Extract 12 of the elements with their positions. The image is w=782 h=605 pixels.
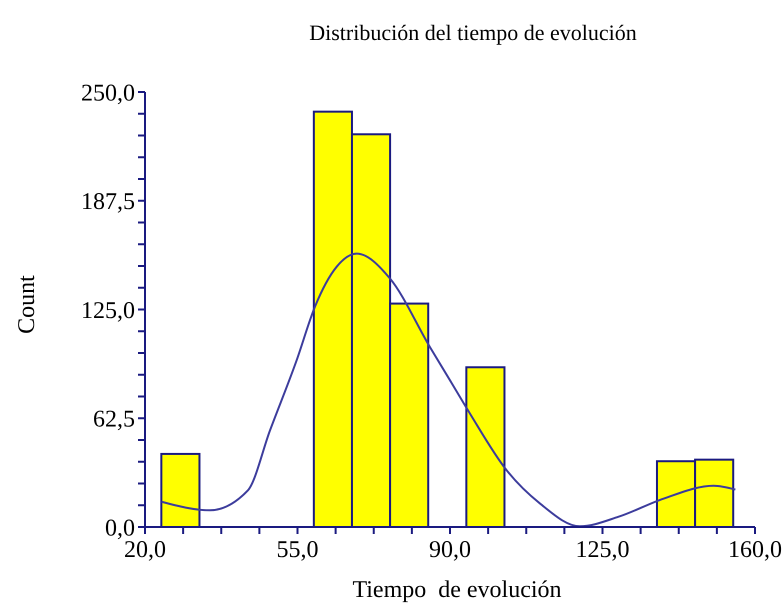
- x-tick-label: 55,0: [276, 537, 318, 563]
- x-tick-label: 160,0: [728, 537, 782, 563]
- y-axis-title: Count: [14, 274, 40, 334]
- x-axis-title: Tiempo de evolución: [352, 577, 562, 603]
- x-tick-label: 125,0: [576, 537, 630, 563]
- y-tick-label: 250,0: [81, 80, 135, 106]
- chart-title: Distribución del tiempo de evolución: [309, 20, 637, 45]
- x-tick-label: 90,0: [429, 537, 471, 563]
- line-series: [160, 252, 736, 528]
- y-tick-label: 187,5: [81, 189, 135, 216]
- y-tick-label: 125,0: [81, 298, 135, 324]
- y-tick-label: 62,5: [93, 406, 135, 433]
